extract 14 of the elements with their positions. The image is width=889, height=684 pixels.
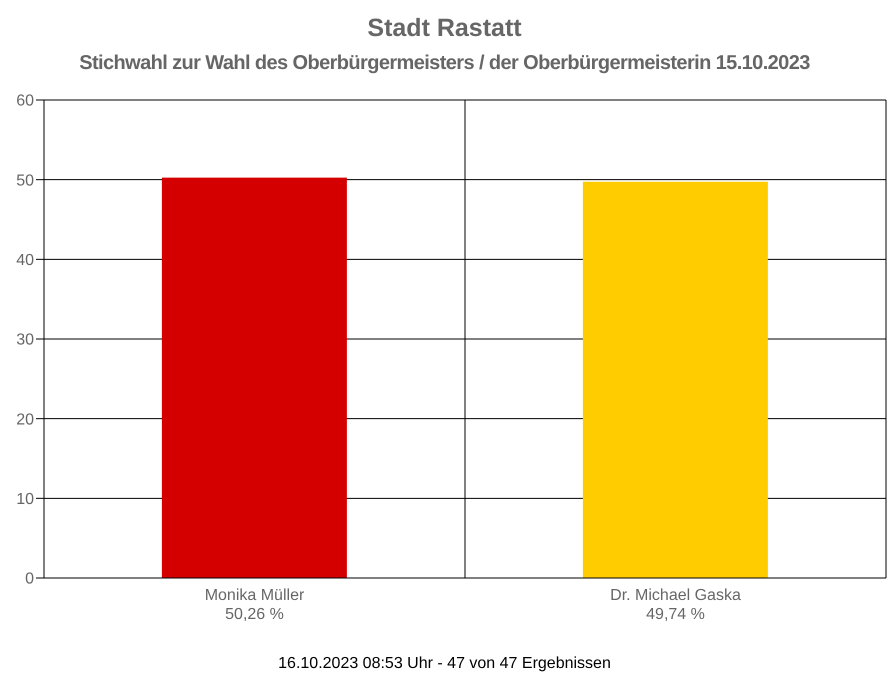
chart-title: Stadt Rastatt xyxy=(366,14,523,43)
data-label: 49,74 % xyxy=(646,606,705,623)
chart-subtitle: Stichwahl zur Wahl des Oberbürgermeisters / der Oberbürgermeisterin 15.10.2023 xyxy=(78,52,811,75)
y-tick-label: 0 xyxy=(25,570,34,588)
text: 16.10.2023 08:53 Uhr - 47 von 47 Ergebnissen xyxy=(277,655,612,673)
y-tick-label: 50 xyxy=(16,172,34,190)
x-tick-label: Dr. Michael Gaska xyxy=(610,587,741,604)
x-tick-label: Monika Müller xyxy=(204,587,305,604)
y-tick-label: 20 xyxy=(16,411,34,428)
y-tick-label: 60 xyxy=(16,92,34,110)
y-tick-label: 30 xyxy=(16,332,34,349)
data-label: 50,26 % xyxy=(225,606,284,623)
y-tick-label: 40 xyxy=(16,252,34,270)
y-tick-label: 10 xyxy=(16,491,34,508)
